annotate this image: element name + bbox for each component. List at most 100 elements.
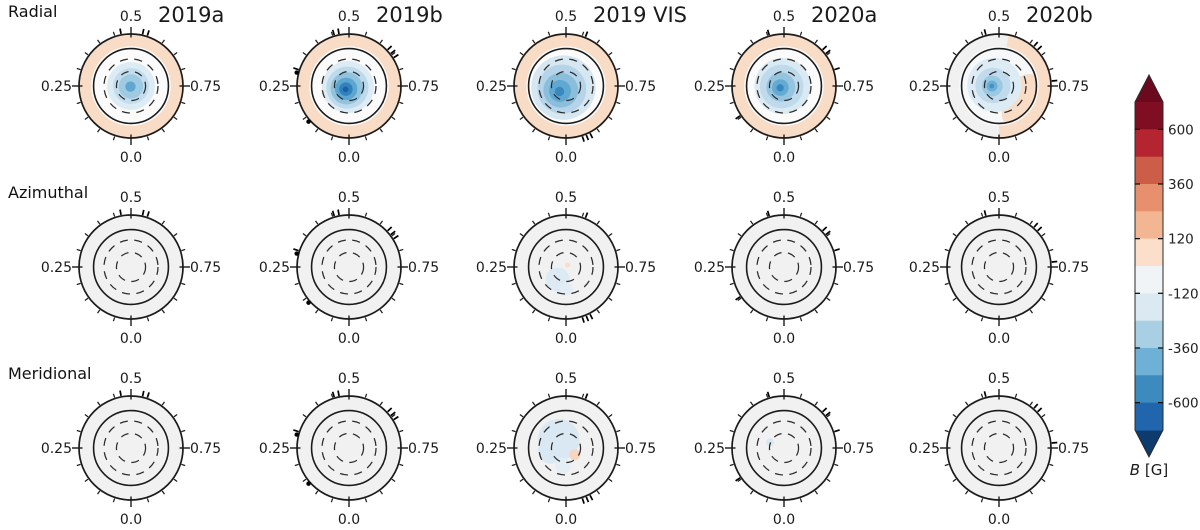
- phase-label-left-azimuthal-2019-vis: 0.25: [476, 260, 507, 276]
- colorbar-band: [1135, 265, 1163, 294]
- phase-label-bottom-meridional-2019b: 0.0: [338, 512, 360, 528]
- colorbar-tick-label: -120: [1168, 286, 1199, 302]
- phase-label-left-meridional-2019b: 0.25: [259, 441, 290, 457]
- polar-plot-azimuthal-2019b: 0.5 0.0 0.25 0.75: [259, 190, 439, 347]
- phase-label-right-radial-2020a: 0.75: [843, 79, 874, 95]
- phase-label-top-radial-2019a: 0.5: [120, 9, 142, 25]
- phase-label-right-radial-2020b: 0.75: [1058, 79, 1089, 95]
- phase-label-top-radial-2019b: 0.5: [338, 9, 360, 25]
- colorbar: 600 360 120 -120 -360 -600 B [G]: [1130, 73, 1199, 479]
- field-blobs-radial-2019a: [107, 62, 155, 110]
- field-blobs-meridional-2019-vis: [537, 418, 581, 474]
- phase-label-right-meridional-2019b: 0.75: [408, 441, 439, 457]
- colorbar-axis-label: B [G]: [1130, 461, 1168, 479]
- phase-label-bottom-radial-2020a: 0.0: [773, 150, 795, 166]
- polar-plot-azimuthal-2020a: 0.5 0.0 0.25 0.75: [694, 190, 874, 347]
- phase-label-left-azimuthal-2019a: 0.25: [41, 260, 72, 276]
- phase-label-top-meridional-2019-vis: 0.5: [555, 371, 577, 387]
- colorbar-band: [1135, 129, 1163, 158]
- phase-label-bottom-azimuthal-2019-vis: 0.0: [555, 331, 577, 347]
- polar-plot-radial-2019-vis: 0.5 0.0 0.25 0.75 2019 VIS: [476, 3, 687, 166]
- phase-label-left-azimuthal-2020b: 0.25: [909, 260, 940, 276]
- phase-label-top-radial-2019-vis: 0.5: [555, 9, 577, 25]
- phase-label-right-radial-2019a: 0.75: [190, 79, 221, 95]
- phase-label-right-meridional-2019a: 0.75: [190, 441, 221, 457]
- phase-label-right-azimuthal-2019-vis: 0.75: [625, 260, 656, 276]
- phase-label-bottom-radial-2019-vis: 0.0: [555, 150, 577, 166]
- column-title-2020a: 2020a: [811, 3, 877, 27]
- polar-plot-meridional-2020b: 0.5 0.0 0.25 0.75: [909, 371, 1089, 528]
- phase-label-bottom-radial-2019b: 0.0: [338, 150, 360, 166]
- phase-label-bottom-meridional-2020b: 0.0: [988, 512, 1010, 528]
- colorbar-band: [1135, 320, 1163, 349]
- polar-plot-azimuthal-2019-vis: 0.5 0.0 0.25 0.75: [476, 190, 656, 347]
- phase-label-right-meridional-2020a: 0.75: [843, 441, 874, 457]
- colorbar-band: [1135, 347, 1163, 376]
- colorbar-tick-label: 120: [1168, 232, 1194, 248]
- phase-label-top-azimuthal-2019-vis: 0.5: [555, 190, 577, 206]
- colorbar-tick-label: -600: [1168, 396, 1199, 412]
- colorbar-band: [1135, 102, 1163, 130]
- column-title-2019b: 2019b: [376, 3, 443, 27]
- phase-label-bottom-azimuthal-2020b: 0.0: [988, 331, 1010, 347]
- phase-label-right-azimuthal-2020b: 0.75: [1058, 260, 1089, 276]
- row-label-radial: Radial: [8, 2, 58, 21]
- polar-plot-meridional-2020a: 0.5 0.0 0.25 0.75: [694, 371, 874, 528]
- polar-plot-radial-2019a: 0.5 0.0 0.25 0.75 2019a: [41, 3, 224, 166]
- row-label-meridional: Meridional: [8, 364, 92, 383]
- field-blobs-radial-2019b: [321, 61, 374, 114]
- colorbar-over-arrow: [1135, 75, 1163, 102]
- phase-label-right-azimuthal-2020a: 0.75: [843, 260, 874, 276]
- polar-plot-meridional-2019b: 0.5 0.0 0.25 0.75: [259, 371, 439, 528]
- colorbar-band: [1135, 293, 1163, 322]
- colorbar-tick-label: 600: [1168, 122, 1194, 138]
- colorbar-band: [1135, 183, 1163, 212]
- phase-label-bottom-meridional-2019-vis: 0.0: [555, 512, 577, 528]
- phase-label-right-radial-2019-vis: 0.75: [625, 79, 656, 95]
- phase-label-left-radial-2019-vis: 0.25: [476, 79, 507, 95]
- colorbar-band: [1135, 238, 1163, 267]
- phase-label-left-radial-2019a: 0.25: [41, 79, 72, 95]
- phase-label-top-meridional-2020a: 0.5: [773, 371, 795, 387]
- colorbar-band: [1135, 156, 1163, 185]
- column-title-2019-vis: 2019 VIS: [593, 3, 687, 27]
- phase-label-top-meridional-2019a: 0.5: [120, 371, 142, 387]
- phase-label-top-azimuthal-2020b: 0.5: [988, 190, 1010, 206]
- phase-label-left-azimuthal-2020a: 0.25: [694, 260, 725, 276]
- colorbar-band: [1135, 375, 1163, 404]
- polar-plot-meridional-2019-vis: 0.5 0.0 0.25 0.75: [476, 371, 656, 528]
- phase-label-top-radial-2020b: 0.5: [988, 9, 1010, 25]
- phase-label-right-azimuthal-2019b: 0.75: [408, 260, 439, 276]
- phase-label-top-meridional-2019b: 0.5: [338, 371, 360, 387]
- row-label-azimuthal: Azimuthal: [8, 183, 89, 202]
- phase-label-left-radial-2019b: 0.25: [259, 79, 290, 95]
- phase-label-left-meridional-2019-vis: 0.25: [476, 441, 507, 457]
- polar-plot-azimuthal-2020b: 0.5 0.0 0.25 0.75: [909, 190, 1089, 347]
- phase-label-bottom-meridional-2019a: 0.0: [120, 512, 142, 528]
- phase-label-top-radial-2020a: 0.5: [773, 9, 795, 25]
- phase-label-bottom-radial-2019a: 0.0: [120, 150, 142, 166]
- polar-plot-radial-2020b: 0.5 0.0 0.25 0.75 2020b: [909, 3, 1093, 166]
- polar-plot-radial-2019b: 0.5 0.0 0.25 0.75 2019b: [259, 3, 443, 166]
- colorbar-tick-label: 360: [1168, 177, 1194, 193]
- field-blobs-radial-2020a: [754, 57, 811, 115]
- phase-label-right-radial-2019b: 0.75: [408, 79, 439, 95]
- phase-label-left-radial-2020a: 0.25: [694, 79, 725, 95]
- colorbar-under-arrow: [1135, 429, 1163, 457]
- column-title-2019a: 2019a: [158, 3, 224, 27]
- field-blobs-radial-2020b: [967, 57, 1037, 124]
- colorbar-band: [1135, 211, 1163, 240]
- phase-label-bottom-azimuthal-2019a: 0.0: [120, 331, 142, 347]
- phase-label-top-azimuthal-2019a: 0.5: [120, 190, 142, 206]
- phase-label-bottom-azimuthal-2019b: 0.0: [338, 331, 360, 347]
- polar-plot-radial-2020a: 0.5 0.0 0.25 0.75 2020a: [694, 3, 877, 166]
- phase-label-top-azimuthal-2020a: 0.5: [773, 190, 795, 206]
- polar-plot-azimuthal-2019a: 0.5 0.0 0.25 0.75: [41, 190, 221, 347]
- phase-label-top-azimuthal-2019b: 0.5: [338, 190, 360, 206]
- phase-label-left-radial-2020b: 0.25: [909, 79, 940, 95]
- phase-label-top-meridional-2020b: 0.5: [988, 371, 1010, 387]
- phase-label-bottom-radial-2020b: 0.0: [988, 150, 1010, 166]
- phase-label-bottom-meridional-2020a: 0.0: [773, 512, 795, 528]
